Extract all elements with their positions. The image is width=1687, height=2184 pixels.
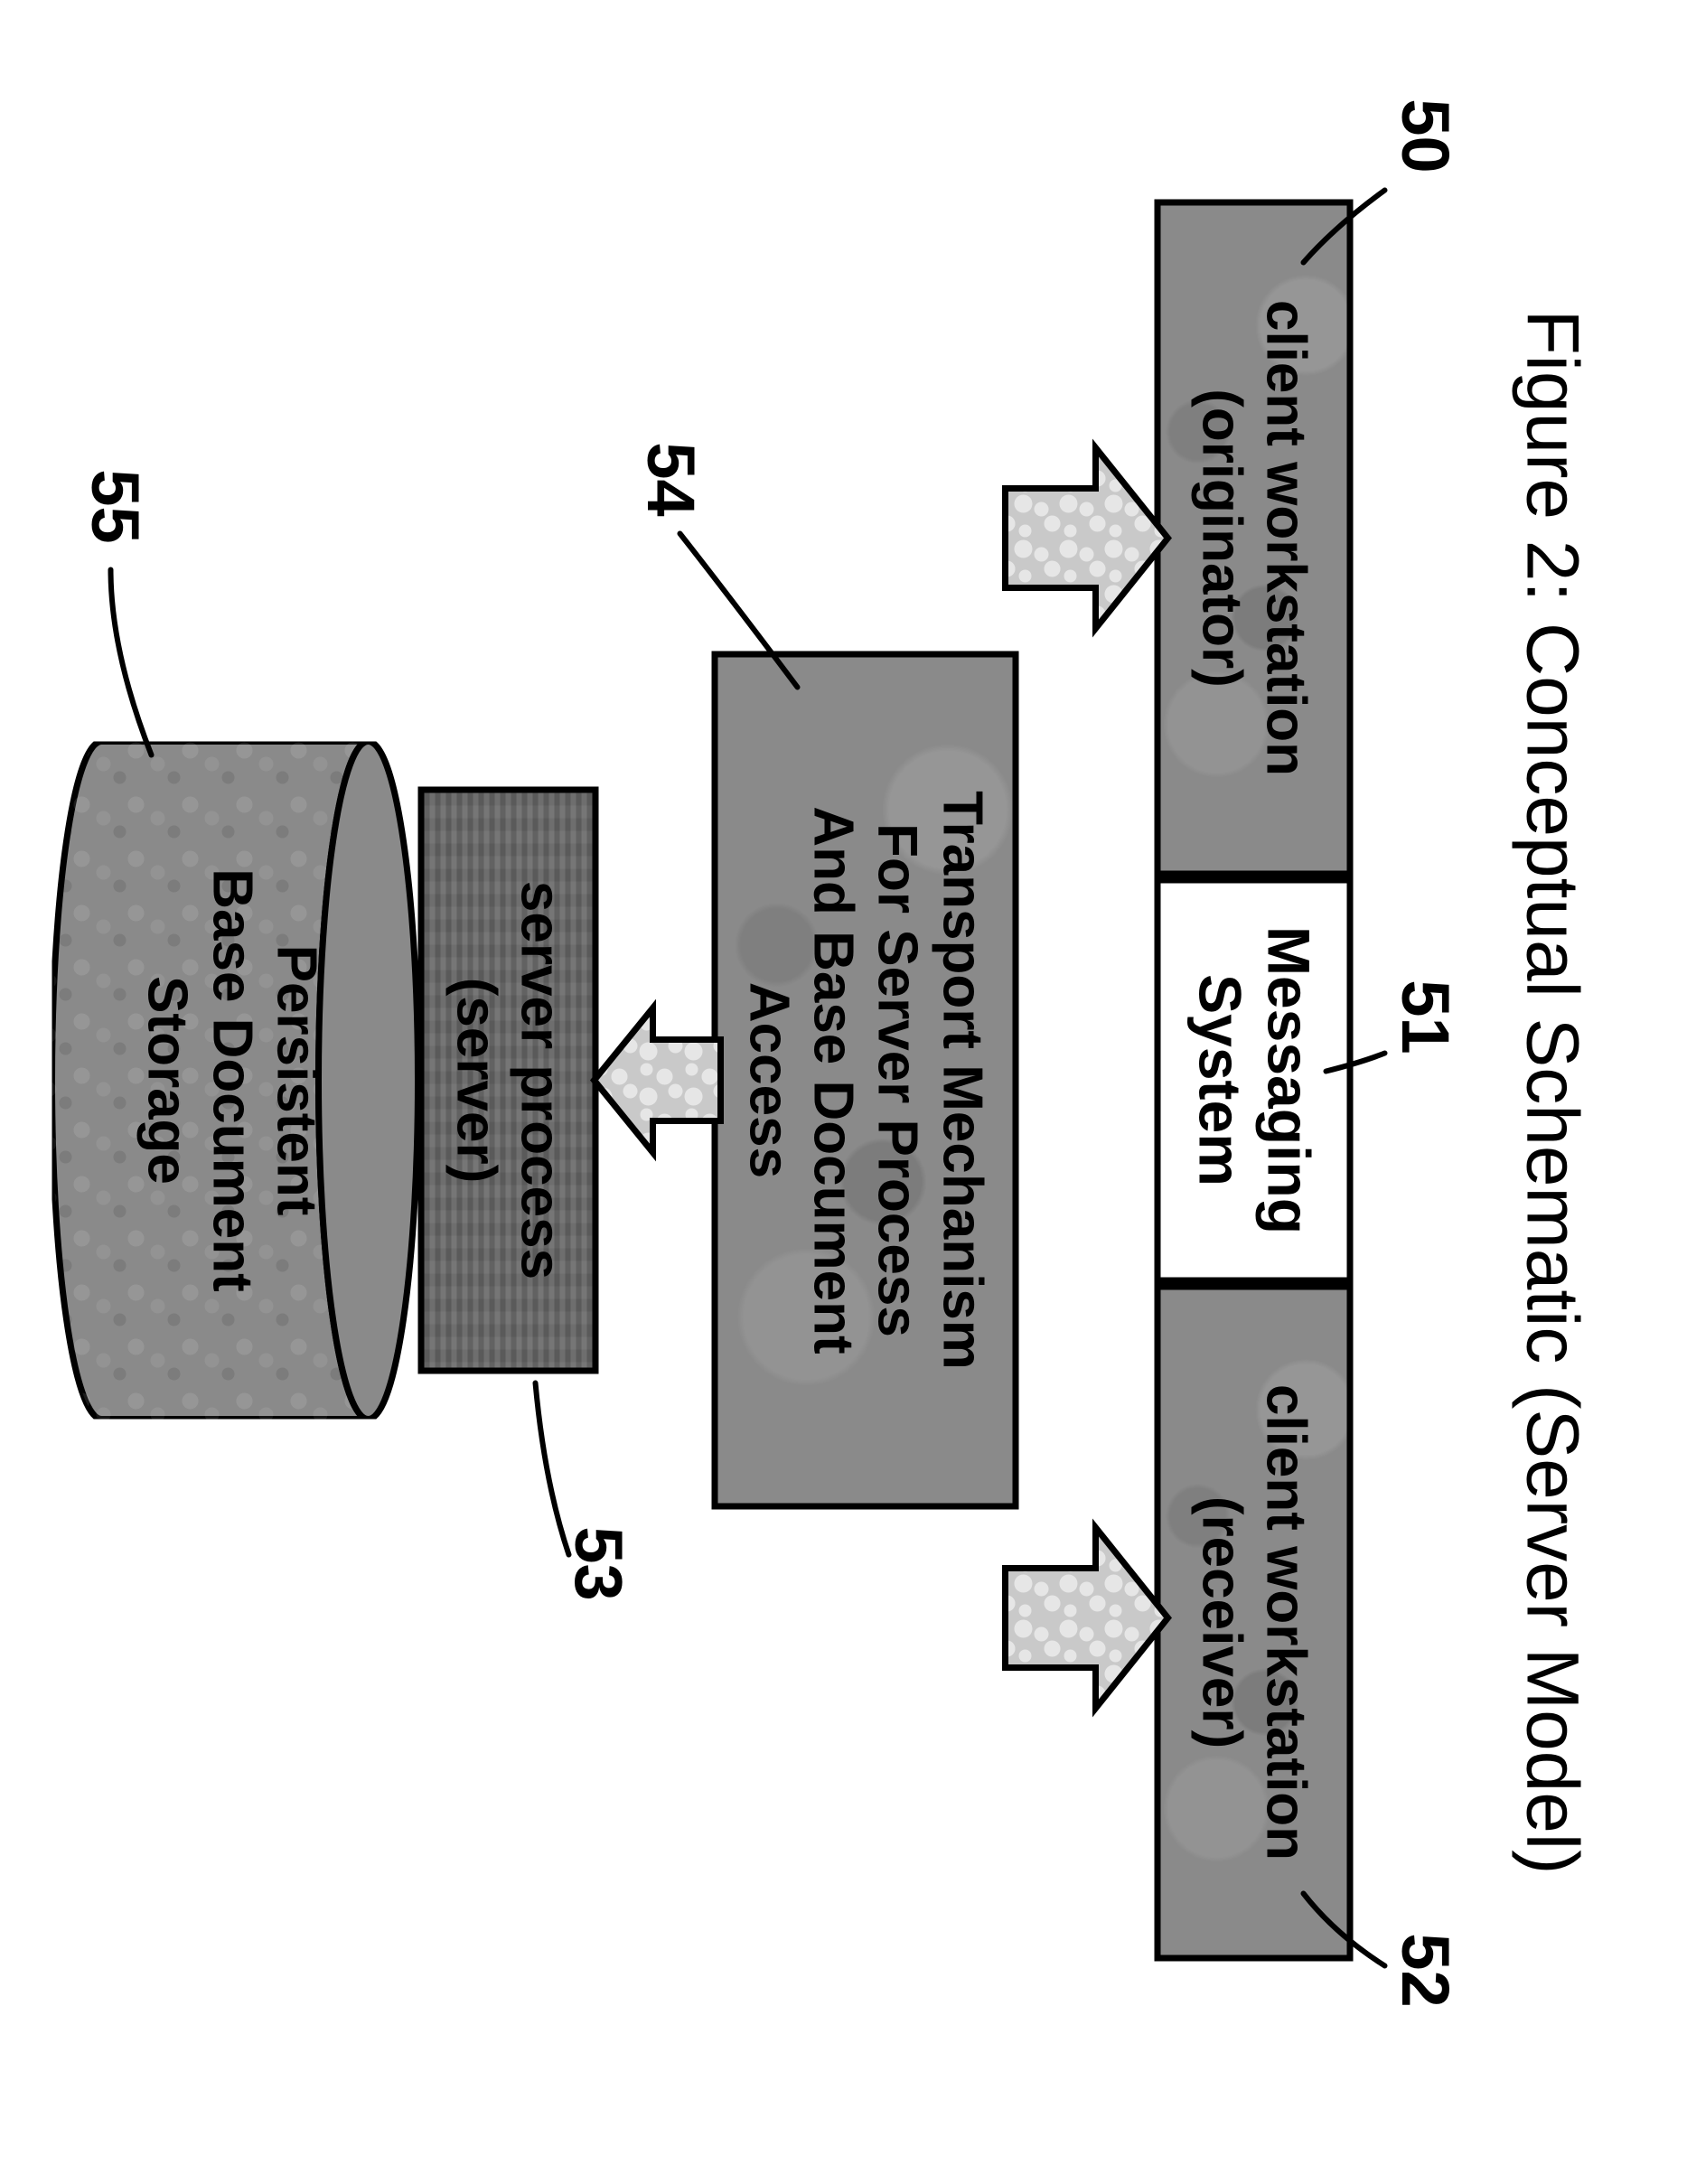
box-transport-text: Transport MechanismFor Server ProcessAnd… <box>736 791 993 1370</box>
box-server-text: server process(server) <box>444 880 573 1279</box>
storage-cylinder: PersistentBase DocumentStorage <box>52 741 417 1419</box>
arrow-right_up <box>1005 1527 1167 1708</box>
box-transport: Transport MechanismFor Server ProcessAnd… <box>711 651 1018 1509</box>
figure-title: Figure 2: Conceptual Schematic (Server M… <box>1509 309 1594 1874</box>
storage-cylinder-text: PersistentBase DocumentStorage <box>135 741 328 1419</box>
leader-receiver <box>1267 1857 1420 2001</box>
leader-originator <box>1267 154 1420 298</box>
leader-cylinder <box>74 533 187 791</box>
box-originator-text: client workstation(originator) <box>1189 299 1318 775</box>
arrow-mid_down <box>594 1008 720 1152</box>
leader-transport <box>643 497 833 723</box>
leader-messaging <box>1289 1017 1420 1107</box>
box-server: server process(server) <box>417 786 598 1373</box>
box-receiver-text: client workstation(receiver) <box>1189 1383 1318 1860</box>
leader-server <box>499 1346 605 1590</box>
arrow-left_up <box>1005 447 1167 628</box>
box-originator: client workstation(originator) <box>1154 199 1353 876</box>
ref-label-cylinder: 55 <box>77 469 154 543</box>
